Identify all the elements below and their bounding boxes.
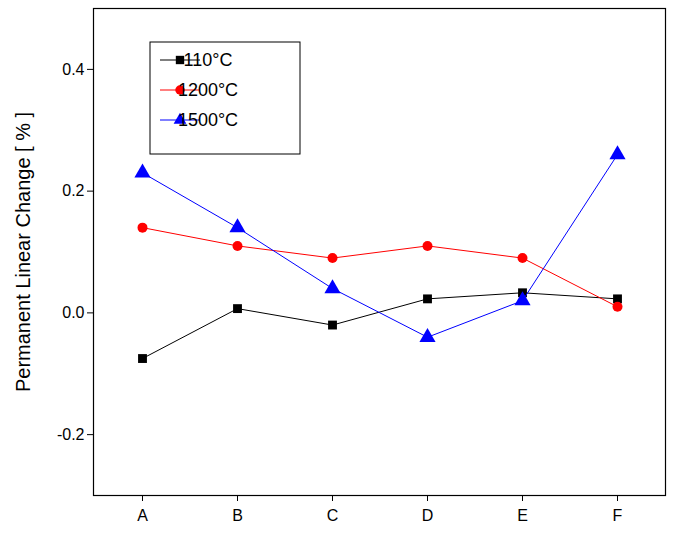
svg-text:1500°C: 1500°C — [178, 110, 238, 130]
svg-text:110°C: 110°C — [184, 50, 233, 70]
svg-text:0.4: 0.4 — [62, 60, 84, 77]
svg-text:-0.2: -0.2 — [57, 426, 85, 443]
svg-text:D: D — [422, 507, 434, 524]
svg-text:F: F — [613, 507, 623, 524]
svg-text:C: C — [327, 507, 339, 524]
svg-text:B: B — [232, 507, 243, 524]
svg-text:1200°C: 1200°C — [178, 80, 238, 100]
svg-text:A: A — [137, 507, 148, 524]
svg-text:Permanent Linear Change [ % ]: Permanent Linear Change [ % ] — [12, 112, 34, 392]
svg-text:0.0: 0.0 — [62, 304, 84, 321]
svg-text:0.2: 0.2 — [62, 182, 84, 199]
svg-text:E: E — [517, 507, 528, 524]
